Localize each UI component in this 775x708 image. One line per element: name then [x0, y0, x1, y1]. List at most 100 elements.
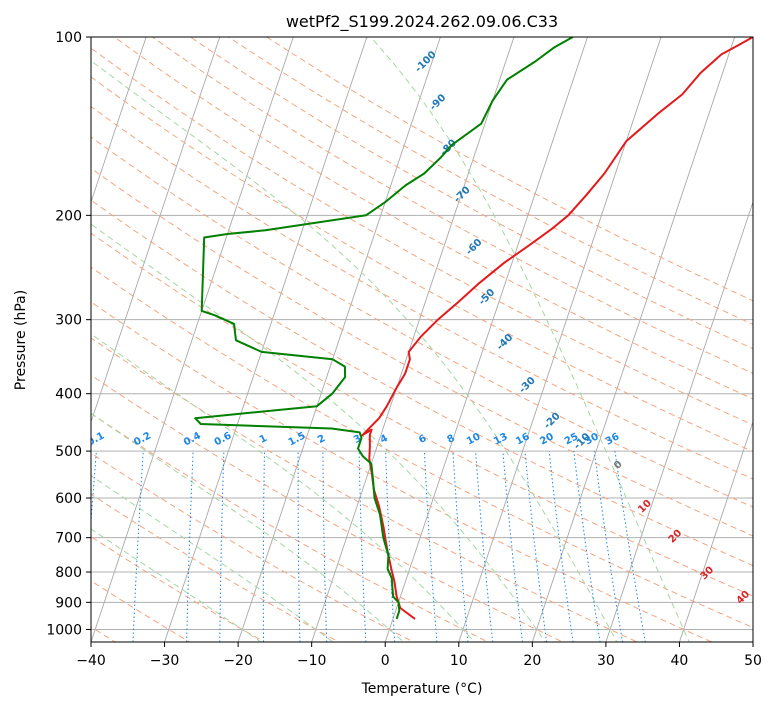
mixing-ratio-label: 0.2	[132, 430, 153, 448]
x-tick-label: −20	[223, 653, 253, 669]
mixing-ratio-label: 16	[514, 431, 531, 447]
dry-adiabat-line	[91, 266, 753, 629]
adiabat-label: -60	[464, 237, 485, 258]
y-tick-label: 900	[55, 595, 82, 611]
mixing-ratio-line	[385, 451, 396, 642]
mixing-ratio-line	[548, 451, 574, 642]
isotherm-line	[458, 37, 662, 642]
mixing-ratio-line	[358, 451, 367, 642]
mixing-ratio-line	[593, 451, 624, 642]
temperature-profile-line	[361, 37, 753, 620]
dry-adiabat-line	[91, 493, 340, 642]
pressure-gridlines	[91, 37, 753, 630]
mixing-ratio-line	[262, 451, 265, 642]
isotherm-line	[91, 37, 221, 424]
y-axis-label: Pressure (hPa)	[13, 290, 29, 390]
dry-adiabat-line	[91, 374, 564, 642]
mixing-ratio-label: 1	[258, 433, 269, 446]
x-tick-label: −40	[76, 653, 106, 669]
moist-adiabat-line	[91, 412, 405, 642]
mixing-ratio-line	[502, 451, 524, 642]
moist-adiabat-line	[91, 475, 334, 642]
y-tick-label: 400	[55, 387, 82, 403]
dry-adiabat-line	[151, 37, 753, 375]
mixing-ratio-label: 4	[378, 433, 389, 446]
isotherm-line	[678, 420, 753, 642]
dry-adiabat-line	[0, 24, 59, 654]
y-tick-label: 100	[55, 30, 82, 46]
isotherm-line	[531, 37, 736, 642]
adiabat-label: -70	[452, 185, 473, 206]
mixing-ratio-line	[614, 451, 646, 642]
mixing-ratio-line	[524, 451, 548, 642]
dry-adiabat-line	[91, 136, 753, 508]
mixing-ratio-line	[297, 451, 301, 642]
plot-area: 0.1 0.2 0.4 0.6 1 1.5 2 3 4 6 8 10 13 16 20 25 30 36-100-…	[0, 24, 753, 654]
mixing-ratio-label: 2	[316, 433, 327, 446]
moist-adiabat-line	[91, 223, 546, 642]
dry-adiabat-line	[91, 199, 753, 567]
dry-adiabat-line	[227, 37, 753, 325]
x-tick-label: 50	[744, 653, 762, 669]
adiabat-label: -20	[542, 411, 563, 432]
mixing-ratio-line	[91, 451, 97, 529]
plot-frame	[90, 36, 754, 643]
dewpoint-profile-line	[194, 37, 574, 620]
adiabat-label: -50	[477, 287, 498, 308]
mixing-ratio-line	[219, 451, 225, 642]
x-axis-ticks: −40 −30 −20 −10 0 10 20 30 40 50	[76, 642, 762, 669]
x-axis-label: Temperature (°C)	[361, 681, 483, 697]
y-tick-label: 1000	[46, 622, 82, 638]
mixing-ratio-label: 8	[445, 433, 456, 446]
y-tick-label: 200	[55, 208, 82, 224]
background-line-labels: 0.1 0.2 0.4 0.6 1 1.5 2 3 4 6 8 10 13 16 20 25 30 36-100-…	[86, 49, 753, 607]
y-tick-label: 700	[55, 531, 82, 547]
thermodynamic-background-lines	[0, 24, 753, 654]
dry-adiabat-line	[189, 37, 753, 350]
mixing-ratio-line	[475, 451, 494, 642]
isotherm-line	[164, 37, 368, 642]
dry-adiabat-line	[91, 337, 639, 642]
isotherm-line	[91, 37, 147, 204]
isotherm-line	[237, 37, 441, 642]
x-tick-label: 0	[381, 653, 390, 669]
adiabat-label: -30	[517, 375, 538, 396]
moist-adiabat-label: 30	[699, 565, 717, 583]
dry-adiabat-line	[91, 301, 714, 642]
y-tick-label: 300	[55, 313, 82, 329]
x-tick-label: −10	[297, 653, 327, 669]
dry-adiabat-line	[91, 412, 490, 642]
x-tick-label: 10	[450, 653, 468, 669]
moist-adiabat-label: 20	[667, 528, 685, 546]
isotherm-line	[0, 24, 3, 654]
mixing-ratio-label: 0.1	[86, 430, 107, 448]
mixing-ratio-label: 6	[417, 433, 428, 446]
isotherm-line	[0, 24, 77, 654]
x-tick-label: 40	[671, 653, 689, 669]
adiabat-label: -90	[428, 92, 449, 113]
mixing-ratio-line	[452, 451, 469, 642]
mixing-ratio-label: 20	[538, 431, 555, 447]
dry-adiabat-line	[113, 37, 753, 400]
dry-adiabat-line	[91, 47, 753, 426]
sounding-profiles	[194, 37, 753, 620]
moist-adiabat-label: 40	[735, 589, 753, 607]
mixing-ratio-label: 10	[465, 431, 482, 447]
mixing-ratio-label: 1.5	[287, 430, 308, 448]
dry-adiabat-line	[91, 536, 266, 642]
y-tick-label: 600	[55, 491, 82, 507]
y-tick-label: 500	[55, 444, 82, 460]
isotherm-line	[91, 37, 294, 642]
mixing-ratio-line	[423, 451, 438, 642]
mixing-ratio-line	[322, 451, 328, 642]
x-tick-label: −30	[150, 653, 180, 669]
x-tick-label: 30	[597, 653, 615, 669]
moist-adiabat-label: 10	[636, 498, 654, 516]
y-tick-label: 800	[55, 565, 82, 581]
mixing-ratio-line	[132, 451, 144, 642]
dry-adiabat-line	[91, 580, 191, 642]
dry-adiabat-line	[91, 105, 753, 480]
mixing-ratio-label: 3	[352, 433, 363, 446]
chart-title: wetPf2_S199.2024.262.09.06.C33	[286, 12, 558, 32]
